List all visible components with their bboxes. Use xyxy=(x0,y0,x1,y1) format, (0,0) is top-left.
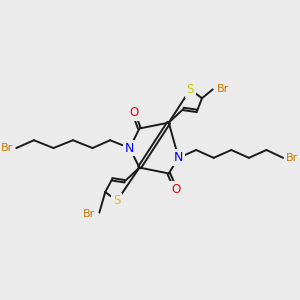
Text: S: S xyxy=(187,83,194,96)
Text: Br: Br xyxy=(217,84,229,94)
Text: N: N xyxy=(174,151,183,164)
Text: N: N xyxy=(125,142,134,154)
Text: Br: Br xyxy=(286,153,298,163)
Text: O: O xyxy=(129,106,138,119)
Text: Br: Br xyxy=(1,143,13,153)
Text: O: O xyxy=(171,183,180,196)
Text: Br: Br xyxy=(83,209,95,220)
Text: S: S xyxy=(113,194,121,207)
